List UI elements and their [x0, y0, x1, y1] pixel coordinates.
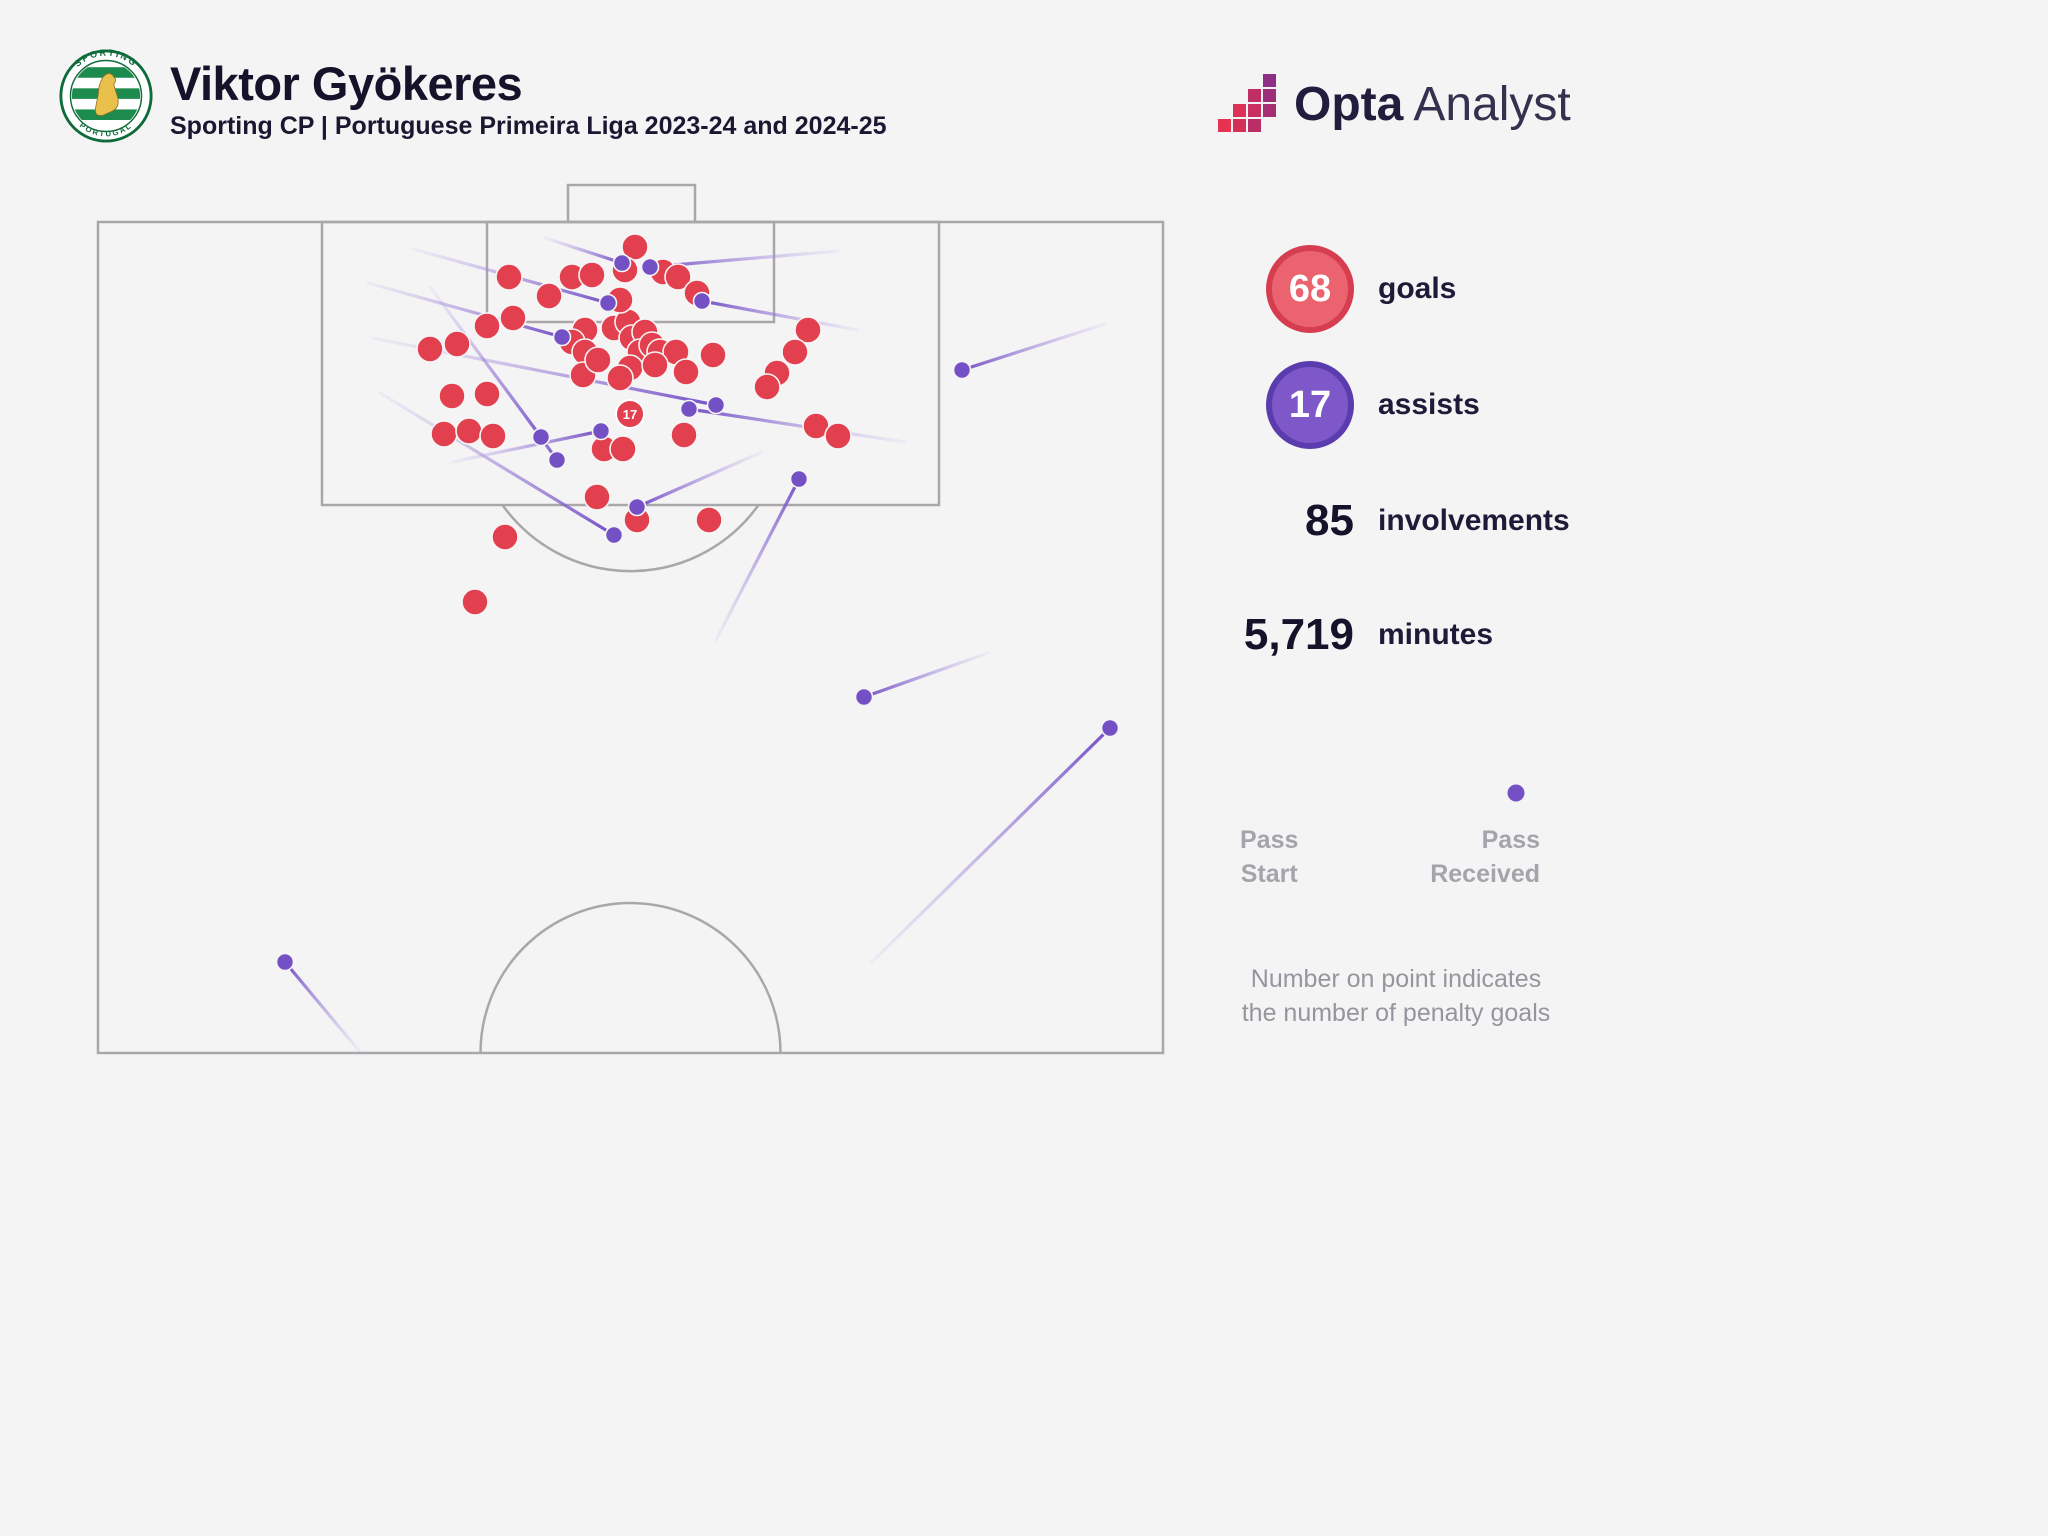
goal-point [609, 435, 637, 463]
goal-point [443, 330, 471, 358]
goal-point [495, 263, 523, 291]
goals-circle: 68 [1266, 245, 1354, 333]
pass-legend: Pass Start Pass Received [1240, 782, 1540, 891]
assist-received-point [640, 257, 660, 277]
assist-pass-line [635, 450, 764, 509]
brand-name: Opta Analyst [1294, 77, 1571, 132]
assist-received-point [598, 293, 618, 313]
involvements-label: involvements [1378, 504, 1570, 537]
goal-point [753, 373, 781, 401]
assist-received-point [591, 421, 611, 441]
goal-point [672, 358, 700, 386]
goal-point [670, 421, 698, 449]
assists-value: 17 [1288, 383, 1332, 426]
opta-analyst-logo: Opta Analyst [1218, 74, 1571, 134]
penalty-goals-count: 17 [623, 407, 637, 422]
assists-label: assists [1378, 388, 1480, 421]
goal-point [824, 422, 852, 450]
assist-pass-line [862, 651, 990, 699]
page-title: Viktor Gyökeres [170, 57, 523, 110]
assist-received-point [531, 427, 551, 447]
assists-stat: 17 assists [1266, 361, 1480, 449]
goal-point [430, 420, 458, 448]
assist-received-point [275, 952, 295, 972]
pass-start-label: Pass Start [1240, 826, 1299, 888]
crest-lion [94, 73, 119, 116]
goal-point [491, 523, 519, 551]
crest-stripes [71, 61, 141, 131]
assist-pass-line [496, 376, 559, 462]
minutes-stat: 5,719 minutes [1222, 610, 1493, 660]
goal-point [455, 417, 483, 445]
assists-circle: 17 [1266, 361, 1354, 449]
minutes-value: 5,719 [1243, 610, 1354, 659]
penalty-note-line1: Number on point indicates [1250, 965, 1542, 993]
goal-point [794, 316, 822, 344]
assist-received-point [952, 360, 972, 380]
goal-point [606, 364, 634, 392]
assist-pass-line [378, 391, 616, 537]
assist-received-point [706, 395, 726, 415]
involvements-stat: 85 involvements [1222, 496, 1570, 546]
assist-received-point [692, 291, 712, 311]
assist-received-point [1100, 718, 1120, 738]
assist-received-point [604, 525, 624, 545]
assist-pass-line [283, 960, 362, 1054]
goal-point [473, 312, 501, 340]
pass-received-dot [1507, 784, 1525, 802]
assist-pass-line [714, 477, 801, 642]
goal-point [461, 588, 489, 616]
brand-analyst: Analyst [1413, 77, 1571, 131]
goals-stat: 68 goals [1266, 245, 1456, 333]
assist-received-point [789, 469, 809, 489]
assist-pass-line [450, 429, 603, 464]
goals-value: 68 [1288, 267, 1332, 310]
sporting-cp-crest: SPORTING PORTUGAL [59, 48, 153, 143]
goal-point [584, 346, 612, 374]
goal-point [416, 335, 444, 363]
pass-legend-line [1278, 784, 1525, 802]
penalty-note: Number on point indicates the number of … [1240, 962, 1552, 1030]
goal-point [621, 233, 649, 261]
opta-squares-icon [1218, 74, 1276, 132]
penalty-note-line2: the number of penalty goals [1241, 999, 1551, 1027]
assist-pass-line [960, 322, 1107, 372]
assist-received-point [627, 497, 647, 517]
assist-pass-line [700, 299, 860, 332]
assist-received-point [679, 399, 699, 419]
goal-point [583, 483, 611, 511]
assist-pass-line [869, 726, 1112, 965]
goal-point [578, 261, 606, 289]
assist-received-point [547, 450, 567, 470]
assist-received-point [612, 253, 632, 273]
assist-pass-line [366, 281, 564, 339]
goal-point [479, 422, 507, 450]
assist-received-point [854, 687, 874, 707]
assist-received-point [552, 327, 572, 347]
goal-point [695, 506, 723, 534]
goal-point [499, 304, 527, 332]
goals-label: goals [1378, 272, 1457, 305]
minutes-label: minutes [1378, 618, 1494, 651]
page-subtitle: Sporting CP | Portuguese Primeira Liga 2… [170, 112, 887, 140]
pass-received-label: Pass Received [1430, 826, 1540, 888]
brand-opta: Opta [1294, 77, 1404, 131]
assist-pass-line [543, 236, 624, 265]
goal-point [535, 282, 563, 310]
involvements-value: 85 [1305, 496, 1354, 545]
goal-point [438, 382, 466, 410]
goal-point [699, 341, 727, 369]
goal-point [473, 380, 501, 408]
goal-point [781, 338, 809, 366]
assist-pass-line [687, 407, 907, 444]
penalty-goals-point [615, 399, 645, 429]
goal-point [641, 351, 669, 379]
goal-point [664, 263, 692, 291]
